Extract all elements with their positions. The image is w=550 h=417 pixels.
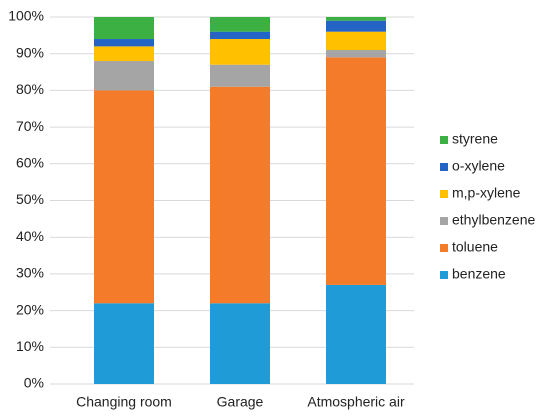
bar-segment	[94, 303, 154, 384]
legend-label: styrene	[452, 131, 498, 147]
y-tick-label: 0%	[24, 375, 44, 391]
legend-label: toluene	[452, 239, 498, 255]
legend-label: m,p-xylene	[452, 185, 521, 201]
bar-segment	[326, 31, 386, 51]
bar-segment	[210, 39, 270, 65]
bar-segment	[326, 57, 386, 285]
y-tick-label: 30%	[16, 265, 44, 281]
legend-label: ethylbenzene	[452, 212, 536, 228]
legend-swatch	[440, 190, 448, 198]
legend-swatch	[440, 244, 448, 252]
bar-segment	[94, 39, 154, 47]
y-tick-label: 50%	[16, 191, 44, 207]
bar-segment	[94, 46, 154, 62]
bar-segment	[210, 86, 270, 304]
legend-swatch	[440, 136, 448, 144]
x-tick-label: Changing room	[76, 394, 172, 410]
x-tick-label: Garage	[217, 394, 264, 410]
legend-label: benzene	[452, 266, 506, 282]
bar-segment	[210, 17, 270, 32]
bar-segment	[210, 303, 270, 384]
bar-segment	[210, 31, 270, 40]
bar-segment	[94, 17, 154, 40]
bar-segment	[326, 50, 386, 58]
bar-segment	[326, 20, 386, 32]
bar-segment	[326, 284, 386, 384]
y-tick-label: 100%	[8, 8, 44, 24]
bar-segment	[94, 61, 154, 91]
y-tick-label: 80%	[16, 81, 44, 97]
y-tick-label: 10%	[16, 338, 44, 354]
y-tick-label: 70%	[16, 118, 44, 134]
bar-segment	[94, 90, 154, 304]
legend-swatch	[440, 271, 448, 279]
y-tick-label: 20%	[16, 301, 44, 317]
legend-swatch	[440, 217, 448, 225]
legend-label: o-xylene	[452, 158, 505, 174]
x-tick-label: Atmospheric air	[307, 394, 405, 410]
bar-segment	[326, 17, 386, 21]
y-tick-label: 40%	[16, 228, 44, 244]
y-tick-label: 90%	[16, 44, 44, 60]
legend-swatch	[440, 163, 448, 171]
bar-segment	[210, 64, 270, 87]
y-tick-label: 60%	[16, 155, 44, 171]
